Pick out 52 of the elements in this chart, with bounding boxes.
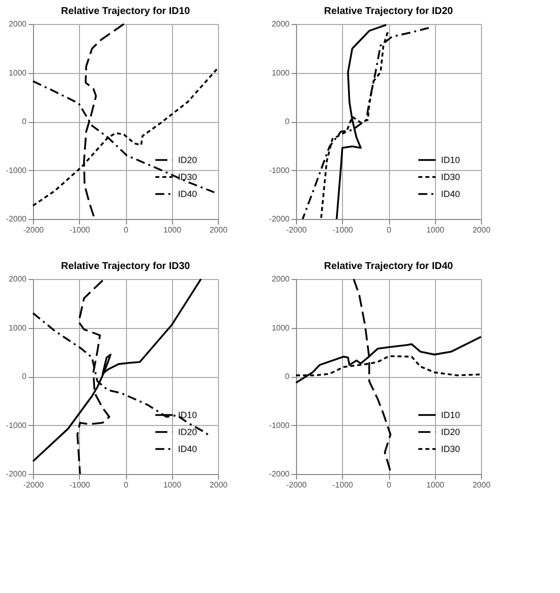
legend-label: ID30 xyxy=(178,172,198,182)
x-tick-label: 2000 xyxy=(210,480,228,490)
y-tick-label: -2000 xyxy=(6,470,28,478)
y-tick-label: -1000 xyxy=(6,166,28,175)
y-tick-label: 1000 xyxy=(8,323,28,332)
x-tick-label: 2000 xyxy=(472,226,491,234)
x-tick-label: 1000 xyxy=(426,480,445,490)
y-tick-label: 2000 xyxy=(8,274,28,284)
y-tick-label: 0 xyxy=(285,372,290,381)
legend-label: ID40 xyxy=(178,189,198,199)
y-tick-label: -1000 xyxy=(6,420,28,430)
y-tick-label: -1000 xyxy=(269,420,290,430)
x-tick-label: 1000 xyxy=(163,226,182,234)
y-tick-label: 0 xyxy=(22,117,28,126)
y-tick-label: -2000 xyxy=(269,214,290,224)
legend-label: ID10 xyxy=(441,155,460,165)
legend-label: ID40 xyxy=(178,444,198,454)
chart-title: Relative Trajectory for ID10 xyxy=(61,6,190,17)
chart-title: Relative Trajectory for ID30 xyxy=(61,261,190,272)
y-tick-label: 0 xyxy=(22,372,28,381)
y-tick-label: 1000 xyxy=(272,323,290,332)
legend-label: ID20 xyxy=(178,427,198,437)
x-tick-label: 0 xyxy=(386,226,392,234)
x-tick-label: 2000 xyxy=(472,480,491,490)
y-tick-label: 1000 xyxy=(272,68,290,78)
x-tick-label: 0 xyxy=(386,480,392,490)
y-tick-label: -1000 xyxy=(269,166,290,175)
legend-label: ID40 xyxy=(441,189,460,199)
x-tick-label: -1000 xyxy=(332,226,354,234)
y-tick-label: 2000 xyxy=(272,20,290,28)
x-tick-label: 2000 xyxy=(210,226,228,234)
y-tick-label: 0 xyxy=(285,117,290,126)
x-tick-label: 0 xyxy=(124,226,129,234)
legend-label: ID30 xyxy=(441,444,460,454)
x-tick-label: -1000 xyxy=(332,480,354,490)
y-tick-label: 1000 xyxy=(8,68,28,78)
x-tick-label: 1000 xyxy=(163,480,182,490)
y-tick-label: -2000 xyxy=(269,470,290,478)
x-tick-label: -1000 xyxy=(70,480,91,490)
x-tick-label: 0 xyxy=(124,480,129,490)
legend-label: ID20 xyxy=(178,155,198,165)
chart-title: Relative Trajectory for ID40 xyxy=(324,261,454,272)
legend-label: ID30 xyxy=(441,172,460,182)
y-tick-label: 2000 xyxy=(272,274,290,284)
legend-label: ID10 xyxy=(178,410,198,420)
chart-title: Relative Trajectory for ID20 xyxy=(324,6,454,17)
x-tick-label: -1000 xyxy=(70,226,91,234)
legend-label: ID10 xyxy=(441,410,460,420)
legend-label: ID20 xyxy=(441,427,460,437)
y-tick-label: 2000 xyxy=(8,20,28,28)
x-tick-label: 1000 xyxy=(426,226,445,234)
y-tick-label: -2000 xyxy=(6,214,28,224)
